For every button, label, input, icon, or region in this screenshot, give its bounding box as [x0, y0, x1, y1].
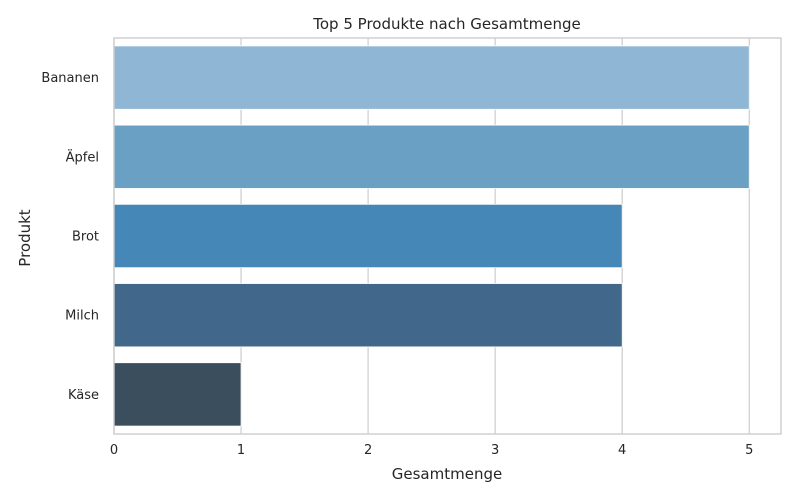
plot-frame: [113, 37, 782, 435]
bars: [113, 45, 750, 427]
x-tick-label: 4: [618, 443, 626, 458]
y-tick-labels: Bananen Äpfel Brot Milch Käse: [41, 71, 99, 403]
x-tick-label: 5: [745, 443, 753, 458]
x-tick-label: 0: [110, 443, 118, 458]
x-axis-label: Gesamtmenge: [392, 465, 502, 483]
x-tick-label: 2: [364, 443, 372, 458]
y-tick-label: Äpfel: [66, 149, 99, 165]
bar-milch: [113, 283, 623, 348]
x-tick-label: 1: [237, 443, 245, 458]
y-tick-label: Milch: [65, 309, 99, 324]
bar-bananen: [113, 45, 750, 110]
y-tick-label: Käse: [68, 388, 99, 403]
y-axis-label: Produkt: [16, 209, 34, 267]
chart-title: Top 5 Produkte nach Gesamtmenge: [312, 15, 580, 33]
x-tick-label: 3: [491, 443, 499, 458]
bar-käse: [113, 362, 242, 427]
bar-brot: [113, 203, 623, 269]
x-tick-labels: 0 1 2 3 4 5: [110, 443, 754, 458]
y-tick-label: Bananen: [41, 71, 99, 86]
bar-äpfel: [113, 124, 750, 189]
y-tick-label: Brot: [72, 230, 99, 245]
